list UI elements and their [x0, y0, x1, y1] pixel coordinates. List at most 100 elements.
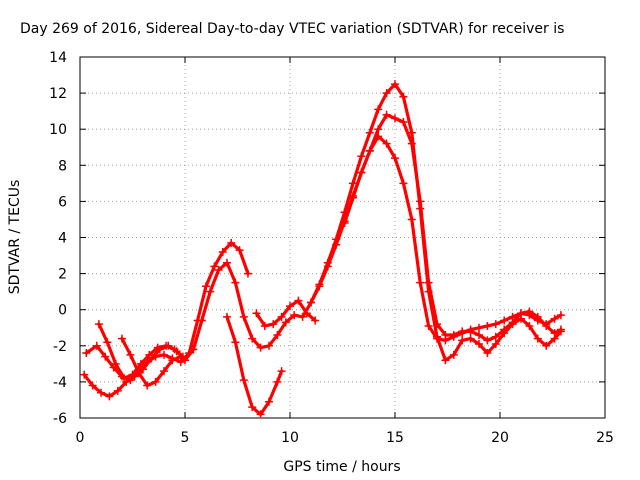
data-point: [508, 318, 517, 327]
data-point: [202, 282, 210, 291]
data-point: [391, 154, 399, 163]
data-point: [218, 247, 227, 256]
data-point: [136, 359, 145, 368]
data-point: [94, 320, 103, 329]
data-point: [302, 309, 311, 318]
data-point: [365, 128, 374, 137]
data-point: [357, 168, 366, 177]
y-tick-label: -2: [53, 339, 67, 355]
data-point: [227, 238, 236, 247]
data-point: [491, 320, 500, 329]
x-tick-label: 15: [386, 430, 404, 446]
data-point: [441, 330, 450, 339]
data-point: [97, 388, 105, 397]
data-point: [160, 367, 168, 376]
series-track-3: [223, 312, 286, 419]
x-axis-label: GPS time / hours: [283, 459, 400, 475]
data-point: [260, 321, 269, 330]
data-point: [517, 309, 525, 318]
data-point: [153, 343, 162, 352]
data-point: [357, 152, 366, 161]
data-point: [500, 316, 509, 325]
data-point: [223, 258, 231, 267]
data-point: [391, 80, 399, 89]
data-point: [294, 296, 303, 305]
data-point: [542, 321, 551, 330]
series-track-8: [118, 334, 185, 390]
data-point: [134, 368, 143, 377]
series-track-6: [340, 110, 565, 345]
data-point: [550, 329, 559, 338]
data-point: [143, 381, 152, 390]
data-point: [433, 332, 441, 341]
data-point: [349, 179, 357, 188]
data-point: [483, 336, 492, 345]
y-axis: -6 -4 -2 0 2 4 6 8 10 12 14: [49, 50, 605, 427]
y-tick-label: 0: [58, 303, 67, 319]
data-point: [206, 287, 215, 296]
data-point: [315, 280, 324, 289]
y-tick-label: -6: [53, 411, 67, 427]
data-point: [80, 370, 89, 379]
data-point: [416, 278, 425, 287]
y-tick-label: 10: [49, 122, 67, 138]
data-point: [265, 341, 273, 350]
data-point: [374, 125, 383, 134]
data-point: [193, 316, 202, 325]
x-tick-label: 5: [181, 430, 190, 446]
series-line: [120, 337, 183, 388]
data-point: [290, 311, 299, 320]
data-point: [399, 117, 408, 126]
data-point: [256, 410, 265, 419]
series-line: [343, 113, 563, 342]
series-track-7: [94, 320, 187, 383]
data-point: [483, 321, 492, 330]
plot-frame: [79, 56, 606, 419]
data-point: [407, 215, 416, 224]
x-tick-label: 20: [491, 430, 509, 446]
y-tick-label: -4: [53, 375, 67, 391]
data-point: [88, 381, 97, 390]
data-point: [323, 258, 332, 267]
data-point: [525, 321, 534, 330]
data-point: [407, 139, 416, 148]
data-point: [391, 114, 399, 123]
data-point: [103, 338, 112, 347]
data-point: [458, 336, 467, 345]
data-point: [475, 330, 483, 339]
data-point: [151, 377, 160, 386]
data-point: [424, 321, 433, 330]
data-point: [281, 318, 290, 327]
data-point: [475, 339, 483, 348]
data-point: [525, 307, 534, 316]
data-point: [466, 334, 475, 343]
data-point: [231, 338, 240, 347]
data-point: [239, 312, 248, 321]
data-point: [248, 403, 257, 412]
data-point: [118, 334, 126, 343]
data-point: [126, 350, 135, 359]
y-tick-label: 2: [58, 267, 67, 283]
data-point: [151, 352, 160, 361]
data-point: [162, 341, 171, 350]
series-track-4: [252, 296, 320, 330]
data-point: [252, 309, 261, 318]
data-point: [533, 312, 542, 321]
data-point: [160, 350, 168, 359]
data-point: [556, 311, 565, 320]
x-axis: 0 5 10 15 20 25: [76, 57, 614, 446]
data-point: [550, 314, 559, 323]
series-line: [225, 315, 284, 416]
data-point: [101, 352, 110, 361]
y-axis-label: SDTVAR / TECUs: [7, 180, 23, 295]
x-tick-label: 0: [76, 430, 85, 446]
data-point: [235, 246, 244, 255]
data-point: [277, 312, 286, 321]
data-point: [277, 367, 286, 376]
y-tick-label: 6: [58, 194, 67, 210]
data-point: [311, 316, 320, 325]
y-tick-label: 14: [49, 50, 67, 66]
data-point: [424, 278, 433, 287]
x-tick-label: 25: [596, 430, 614, 446]
y-tick-label: 8: [58, 158, 67, 174]
